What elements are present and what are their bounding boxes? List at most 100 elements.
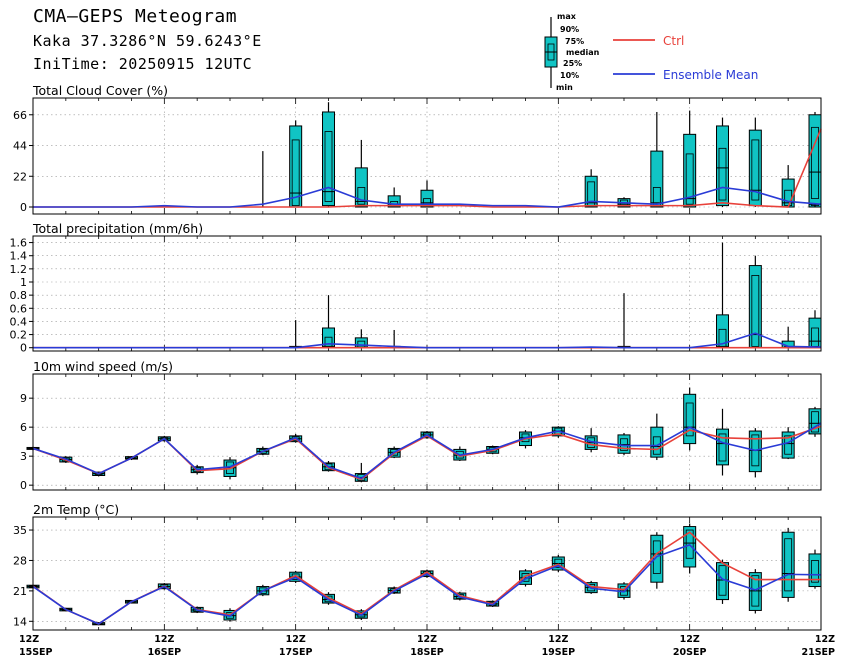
y-tick-label: 0.4 — [10, 315, 28, 328]
y-tick-label: 0.8 — [10, 289, 28, 302]
ensemble-mean-line — [33, 186, 822, 208]
y-tick-label: 22 — [13, 170, 27, 183]
box-whisker — [354, 139, 368, 208]
y-tick-label: 44 — [13, 140, 27, 153]
y-tick-label: 14 — [13, 615, 27, 628]
y-tick-label: 6 — [20, 421, 27, 434]
box-p25-p75 — [291, 139, 300, 207]
x-tick-label-hour: 12Z — [417, 634, 437, 645]
box-whisker — [716, 559, 729, 604]
init-time-label: IniTime: 20250915 12UTC — [33, 55, 253, 73]
box-whisker — [650, 413, 664, 461]
x-tick-label-date: 17SEP — [279, 647, 313, 658]
box-p25-p75 — [751, 139, 760, 201]
panel-frame — [32, 516, 822, 631]
x-tick-label-hour: 12Z — [286, 634, 306, 645]
ensemble-mean-line — [32, 543, 822, 625]
y-tick-label: 0.6 — [10, 302, 28, 315]
panel-title: Total Cloud Cover (%) — [32, 83, 168, 98]
chart-title: CMA—GEPS Meteogram — [33, 6, 238, 27]
y-tick-label: 0.2 — [10, 329, 28, 342]
box-p25-p75 — [718, 147, 727, 201]
box-whisker — [808, 111, 822, 208]
panel-frame — [32, 235, 822, 352]
box-whisker — [322, 102, 335, 208]
legend-min-label: min — [556, 83, 573, 92]
y-tick-label: 9 — [20, 392, 27, 405]
ensemble-mean-line — [32, 422, 822, 480]
box-whisker — [748, 569, 762, 614]
x-tick-label-date: 16SEP — [148, 647, 182, 658]
box-p25-p75 — [685, 153, 694, 205]
box-whisker — [617, 293, 631, 349]
legend-p75-label: 75% — [565, 37, 584, 46]
panel-1: Total Cloud Cover (%) 0 22 44 66 — [13, 83, 822, 215]
box-p25-p75 — [811, 560, 819, 583]
y-tick-label: 1.6 — [10, 237, 28, 250]
box-whisker — [289, 320, 303, 349]
box-p25-p75 — [811, 126, 819, 200]
x-tick-label-date: 18SEP — [410, 647, 444, 658]
y-tick-label: 28 — [13, 554, 27, 567]
legend-p90-label: 90% — [560, 25, 579, 34]
box-whisker — [551, 554, 565, 573]
box-whisker — [420, 180, 434, 208]
box-whisker — [716, 117, 729, 208]
box-p25-p75 — [718, 433, 727, 462]
x-tick-label-date: 20SEP — [673, 647, 707, 658]
y-tick-label: 35 — [13, 524, 27, 537]
box-whisker — [748, 117, 762, 208]
x-tick-label-hour: 12Z — [815, 634, 835, 645]
box-p25-p75 — [324, 131, 333, 202]
panel-frame — [32, 97, 822, 215]
box-p25-p75 — [357, 187, 366, 205]
box-p25-p75 — [784, 538, 793, 592]
box-whisker — [808, 549, 822, 589]
box-p25-p75 — [718, 328, 727, 349]
box-whisker — [650, 111, 664, 208]
box-whisker — [289, 120, 303, 208]
legend-median-label: median — [566, 48, 600, 57]
y-tick-label: 0 — [20, 479, 27, 492]
ensemble-mean-line — [33, 332, 822, 349]
y-tick-label: 21 — [13, 585, 27, 598]
box-whisker — [683, 387, 697, 451]
panel-4: 2m Temp (°C) 14 21 28 35 — [13, 502, 822, 631]
box-p25-p75 — [811, 411, 819, 433]
x-tick-label-date: 19SEP — [542, 647, 576, 658]
box-whisker — [748, 428, 762, 478]
box-whisker — [322, 295, 335, 349]
y-tick-label: 1.2 — [10, 263, 28, 276]
x-tick-label-hour: 12Z — [19, 634, 39, 645]
y-tick-label: 3 — [20, 450, 27, 463]
legend: max 90% 75% median 25% 10% min Ctrl Ense… — [544, 12, 758, 92]
box-whisker — [716, 242, 729, 349]
legend-p25-label: 25% — [563, 59, 582, 68]
panel-title: 2m Temp (°C) — [33, 502, 119, 517]
ctrl-line — [33, 128, 822, 208]
ctrl-line — [32, 531, 821, 625]
panel-frame — [32, 373, 822, 491]
legend-ctrl-label: Ctrl — [663, 34, 684, 48]
panel-2: Total precipitation (mm/6h) 00.20.40.60.8… — [10, 221, 822, 355]
box-whisker — [256, 151, 269, 208]
panel-3: 10m wind speed (m/s) 0 3 6 9 — [20, 359, 822, 492]
x-tick-label-date: 15SEP — [19, 647, 53, 658]
x-tick-label-date: 21SEP — [801, 647, 835, 658]
legend-mean-label: Ensemble Mean — [663, 68, 758, 82]
box-whisker — [617, 432, 631, 456]
y-tick-label: 1 — [20, 276, 27, 289]
box-whisker — [781, 527, 795, 602]
legend-p10-label: 10% — [560, 71, 579, 80]
box-p25-p75 — [784, 435, 793, 455]
box-p25-p75 — [811, 327, 819, 347]
box-p25-p75 — [751, 275, 760, 347]
box-whisker — [808, 310, 822, 349]
panel-title: 10m wind speed (m/s) — [33, 359, 173, 374]
legend-max-label: max — [557, 12, 577, 21]
x-tick-label-hour: 12Z — [680, 634, 700, 645]
x-tick-label-hour: 12Z — [154, 634, 174, 645]
y-tick-label: 66 — [13, 109, 27, 122]
y-tick-label: 1.4 — [10, 250, 28, 263]
panel-title: Total precipitation (mm/6h) — [32, 221, 203, 236]
